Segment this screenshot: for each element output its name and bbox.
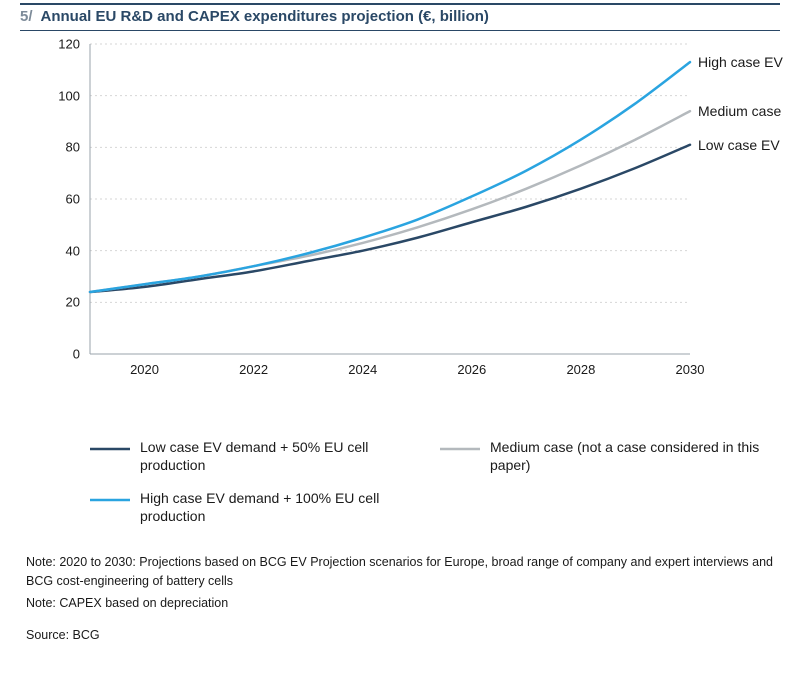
legend-item: High case EV demand + 100% EU cell produ… bbox=[90, 490, 430, 525]
x-axis-tick-label: 2022 bbox=[229, 362, 279, 377]
legend-item: Low case EV demand + 50% EU cell product… bbox=[90, 439, 430, 474]
x-axis-tick-label: 2020 bbox=[120, 362, 170, 377]
legend-swatch bbox=[90, 498, 130, 502]
figure-title: Annual EU R&D and CAPEX expenditures pro… bbox=[41, 8, 489, 25]
note-line-1: Note: 2020 to 2030: Projections based on… bbox=[26, 553, 774, 591]
y-axis-tick-label: 20 bbox=[20, 295, 80, 310]
series-end-label: Low case EV bbox=[698, 137, 780, 153]
series-end-label: Medium case bbox=[698, 103, 781, 119]
y-axis-tick-label: 40 bbox=[20, 243, 80, 258]
y-axis-tick-label: 80 bbox=[20, 140, 80, 155]
legend-label: Medium case (not a case considered in th… bbox=[490, 439, 760, 474]
chart-plot-area: 0 20 40 60 80 100 120 2020 2022 2024 2026 2028 2030 L… bbox=[20, 39, 780, 389]
chart-legend: Low case EV demand + 50% EU cell product… bbox=[20, 439, 780, 525]
y-axis-tick-label: 100 bbox=[20, 88, 80, 103]
y-axis-tick-label: 0 bbox=[20, 347, 80, 362]
chart-title-bar: 5/ Annual EU R&D and CAPEX expenditures … bbox=[20, 3, 780, 31]
chart-notes: Note: 2020 to 2030: Projections based on… bbox=[20, 553, 780, 645]
legend-swatch bbox=[440, 447, 480, 451]
y-axis-tick-label: 60 bbox=[20, 192, 80, 207]
legend-label: High case EV demand + 100% EU cell produ… bbox=[140, 490, 430, 525]
note-line-2: Note: CAPEX based on depreciation bbox=[26, 594, 774, 613]
source-line: Source: BCG bbox=[26, 626, 774, 645]
legend-swatch bbox=[90, 447, 130, 451]
figure-number: 5/ bbox=[20, 8, 33, 25]
legend-item: Medium case (not a case considered in th… bbox=[440, 439, 760, 474]
y-axis-tick-label: 120 bbox=[20, 37, 80, 52]
x-axis-tick-label: 2028 bbox=[556, 362, 606, 377]
series-end-label: High case EV bbox=[698, 54, 783, 70]
legend-label: Low case EV demand + 50% EU cell product… bbox=[140, 439, 430, 474]
x-axis-tick-label: 2024 bbox=[338, 362, 388, 377]
x-axis-tick-label: 2026 bbox=[447, 362, 497, 377]
line-chart-svg bbox=[20, 39, 780, 389]
x-axis-tick-label: 2030 bbox=[665, 362, 715, 377]
